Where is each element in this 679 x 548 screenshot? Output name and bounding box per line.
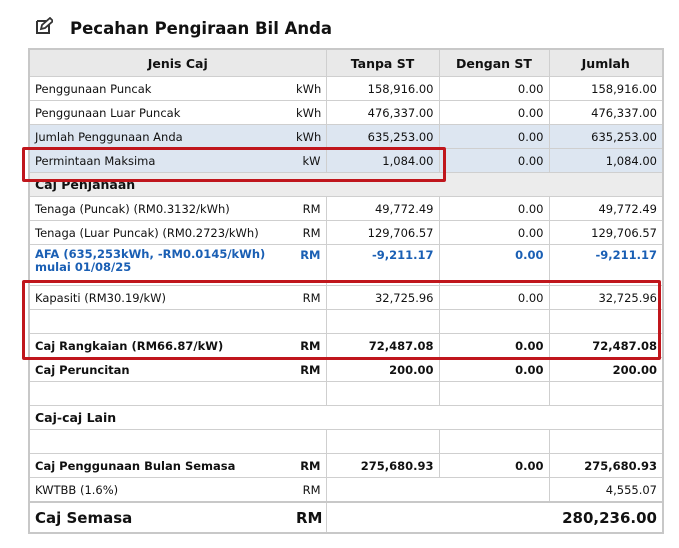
row: Caj Semasa RM 280,236.00 [28, 501, 664, 534]
cell [28, 429, 291, 454]
row: Caj-caj Lain [28, 405, 664, 430]
jumlah: -9,211.17 [548, 244, 664, 286]
cell [548, 429, 664, 454]
edit-icon [36, 17, 53, 34]
highlight-box [22, 280, 661, 360]
label: Caj Semasa [28, 501, 291, 534]
unit: kWh [291, 100, 327, 125]
jumlah: 635,253.00 [548, 124, 664, 149]
jumlah: 49,772.49 [548, 196, 664, 221]
cell [325, 429, 440, 454]
dengan-st: 0.00 [438, 453, 550, 478]
jumlah: 158,916.00 [548, 76, 664, 101]
cell [438, 429, 550, 454]
label: Tenaga (Puncak) (RM0.3132/kWh) [28, 196, 291, 221]
tanpa-st: -9,211.17 [325, 244, 440, 286]
dengan-st: 0.00 [438, 148, 550, 173]
label: Caj Penggunaan Bulan Semasa [28, 453, 291, 478]
jumlah: 200.00 [548, 357, 664, 382]
row: Kapasiti (RM30.19/kW) RM 32,725.96 0.00 32,7… [28, 285, 664, 310]
jumlah: 72,487.08 [548, 333, 664, 358]
dengan-st: 0.00 [438, 196, 550, 221]
unit: kWh [291, 76, 327, 101]
jumlah: 1,084.00 [548, 148, 664, 173]
label: Penggunaan Puncak [28, 76, 291, 101]
label: Caj Peruncitan [28, 357, 291, 382]
jumlah: 275,680.93 [548, 453, 664, 478]
unit: RM [291, 196, 327, 221]
title: Pecahan Pengiraan Bil Anda [70, 19, 333, 38]
highlight-box [22, 147, 446, 182]
cell [548, 381, 664, 406]
col-header: Jenis Caj [28, 48, 327, 77]
tanpa-st: 275,680.93 [325, 453, 440, 478]
label: AFA (635,253kWh, -RM0.0145/kWh) mulai 01… [28, 244, 291, 286]
row: Tenaga (Luar Puncak) (RM0.2723/kWh) RM 129… [28, 220, 664, 245]
dengan-st: 0.00 [438, 76, 550, 101]
label: Kapasiti (RM30.19/kW) [28, 285, 291, 310]
unit: RM [291, 220, 327, 245]
row: Caj Peruncitan RM 200.00 0.00 200.00 [28, 357, 664, 382]
section-label: Caj Penjanaan [28, 172, 664, 197]
unit: kWh [291, 124, 327, 149]
col-header: Dengan ST [438, 48, 550, 77]
tanpa-st: 476,337.00 [325, 100, 440, 125]
col-header: Tanpa ST [325, 48, 440, 77]
cell [291, 381, 327, 406]
cell [291, 429, 327, 454]
label: Penggunaan Luar Puncak [28, 100, 291, 125]
row: Jumlah Penggunaan Anda kWh 635,253.00 0.00 6… [28, 124, 664, 149]
tanpa-st: 635,253.00 [325, 124, 440, 149]
empty-row [28, 429, 664, 454]
row: Penggunaan Luar Puncak kWh 476,337.00 0.00 4… [28, 100, 664, 125]
dengan-st: 0.00 [438, 357, 550, 382]
cell [325, 381, 440, 406]
label: Caj Rangkaian (RM66.87/kW) [28, 333, 291, 358]
label: Jumlah Penggunaan Anda [28, 124, 291, 149]
label: KWTBB (1.6%) [28, 477, 291, 503]
row: Caj Penjanaan [28, 172, 664, 197]
dengan-st: 0.00 [438, 333, 550, 358]
row: Penggunaan Puncak kWh 158,916.00 0.00 158,91… [28, 76, 664, 101]
cell [438, 381, 550, 406]
tanpa-st: 129,706.57 [325, 220, 440, 245]
unit: RM [291, 357, 327, 382]
row: KWTBB (1.6%) RM 4,555.07 [28, 477, 664, 503]
empty-row [28, 381, 664, 406]
unit: RM [291, 477, 327, 503]
col-header: Jumlah [548, 48, 664, 77]
bill-table: Jenis Caj Tanpa ST Dengan ST Jumlah Penggun… [28, 48, 664, 534]
row: Caj Penggunaan Bulan Semasa RM 275,680.93 0… [28, 453, 664, 478]
dengan-st: 0.00 [438, 220, 550, 245]
jumlah: 129,706.57 [548, 220, 664, 245]
cell [325, 477, 550, 503]
section-label: Caj-caj Lain [28, 405, 664, 430]
unit: RM [291, 453, 327, 478]
tanpa-st: 49,772.49 [325, 196, 440, 221]
jumlah: 476,337.00 [548, 100, 664, 125]
tanpa-st: 200.00 [325, 357, 440, 382]
unit: RM [291, 333, 327, 358]
total: 280,236.00 [325, 501, 664, 534]
jumlah: 4,555.07 [548, 477, 664, 503]
dengan-st: 0.00 [438, 285, 550, 310]
dengan-st: 0.00 [438, 124, 550, 149]
unit: RM [291, 501, 327, 534]
row: AFA (635,253kWh, -RM0.0145/kWh) mulai 01… [28, 244, 664, 286]
label: Tenaga (Luar Puncak) (RM0.2723/kWh) [28, 220, 291, 245]
cell [325, 309, 440, 334]
tanpa-st: 158,916.00 [325, 76, 440, 101]
cell [28, 381, 291, 406]
dengan-st: 0.00 [438, 100, 550, 125]
row: Tenaga (Puncak) (RM0.3132/kWh) RM 49,772.4… [28, 196, 664, 221]
